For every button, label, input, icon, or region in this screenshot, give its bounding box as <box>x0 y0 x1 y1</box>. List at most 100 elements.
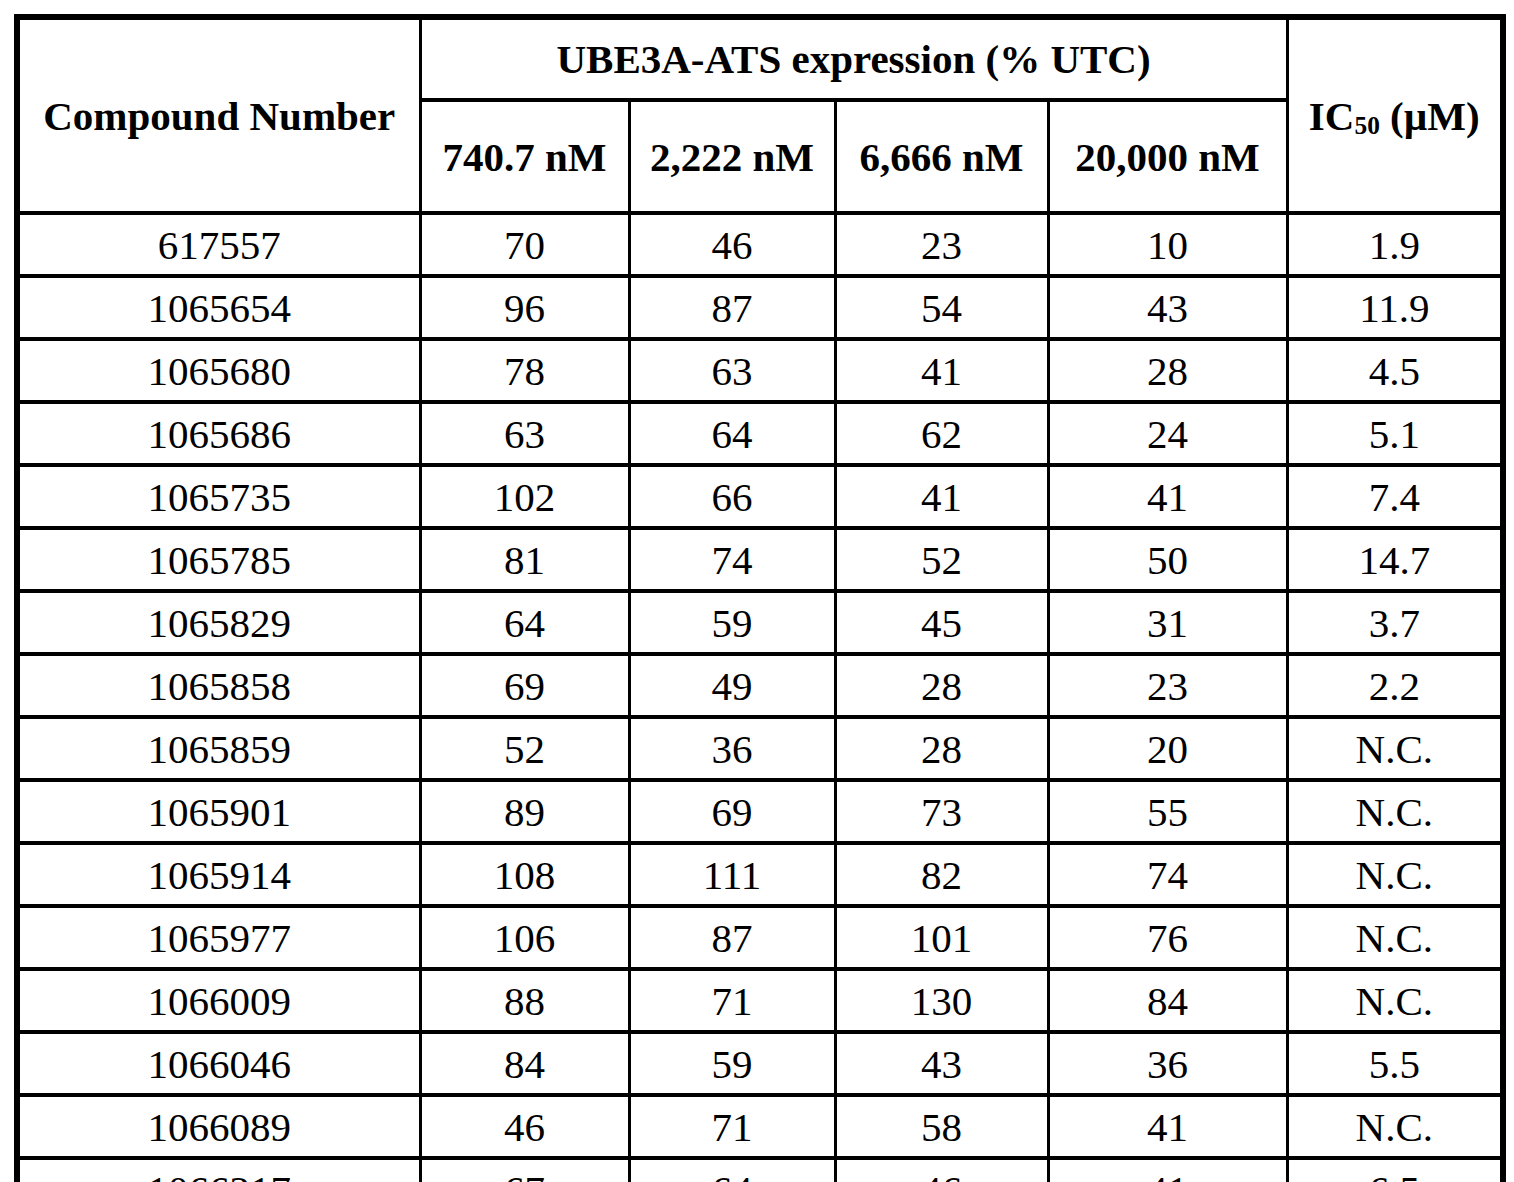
ic50-cell: 1.9 <box>1287 213 1503 276</box>
expression-740nm-cell: 52 <box>420 717 629 780</box>
compound-number-cell: 1065858 <box>17 654 420 717</box>
ic50-header-prefix: IC <box>1309 93 1355 139</box>
table-row: 106608946715841N.C. <box>17 1095 1503 1158</box>
ic50-cell: N.C. <box>1287 780 1503 843</box>
ic50-cell: 11.9 <box>1287 276 1503 339</box>
table-row: 10657858174525014.7 <box>17 528 1503 591</box>
compound-number-cell: 1065735 <box>17 465 420 528</box>
expression-740nm-cell: 89 <box>420 780 629 843</box>
expression-2222nm-cell: 71 <box>629 969 835 1032</box>
expression-2222nm-cell: 49 <box>629 654 835 717</box>
expression-740nm-cell: 81 <box>420 528 629 591</box>
expression-740nm-cell: 106 <box>420 906 629 969</box>
expression-740nm-cell: 67 <box>420 1158 629 1182</box>
compound-number-cell: 1065785 <box>17 528 420 591</box>
table-row: 106585952362820N.C. <box>17 717 1503 780</box>
ic50-header: IC50 (µM) <box>1287 17 1503 213</box>
expression-740nm-cell: 108 <box>420 843 629 906</box>
expression-6666nm-cell: 28 <box>835 654 1048 717</box>
expression-20000nm-cell: 20 <box>1048 717 1287 780</box>
expression-2222nm-cell: 36 <box>629 717 835 780</box>
expression-740nm-cell: 64 <box>420 591 629 654</box>
compound-number-cell: 617557 <box>17 213 420 276</box>
concentration-header-6666nm: 6,666 nM <box>835 100 1048 213</box>
compound-number-cell: 1066009 <box>17 969 420 1032</box>
expression-740nm-cell: 102 <box>420 465 629 528</box>
expression-740nm-cell: 88 <box>420 969 629 1032</box>
ic50-cell: 7.4 <box>1287 465 1503 528</box>
expression-740nm-cell: 96 <box>420 276 629 339</box>
expression-20000nm-cell: 84 <box>1048 969 1287 1032</box>
expression-6666nm-cell: 43 <box>835 1032 1048 1095</box>
table-row: 10657351026641417.4 <box>17 465 1503 528</box>
expression-2222nm-cell: 74 <box>629 528 835 591</box>
expression-20000nm-cell: 31 <box>1048 591 1287 654</box>
expression-20000nm-cell: 36 <box>1048 1032 1287 1095</box>
ic50-header-subscript: 50 <box>1354 111 1379 139</box>
compound-number-cell: 1065859 <box>17 717 420 780</box>
expression-6666nm-cell: 62 <box>835 402 1048 465</box>
expression-20000nm-cell: 23 <box>1048 654 1287 717</box>
table-row: 10656549687544311.9 <box>17 276 1503 339</box>
expression-2222nm-cell: 111 <box>629 843 835 906</box>
expression-20000nm-cell: 74 <box>1048 843 1287 906</box>
compound-number-cell: 1065654 <box>17 276 420 339</box>
expression-2222nm-cell: 63 <box>629 339 835 402</box>
expression-2222nm-cell: 46 <box>629 213 835 276</box>
concentration-header-740nm: 740.7 nM <box>420 100 629 213</box>
table-row: 1065686636462245.1 <box>17 402 1503 465</box>
ic50-cell: N.C. <box>1287 906 1503 969</box>
ic50-cell: N.C. <box>1287 969 1503 1032</box>
expression-740nm-cell: 69 <box>420 654 629 717</box>
expression-20000nm-cell: 41 <box>1048 465 1287 528</box>
ic50-header-suffix: (µM) <box>1380 93 1480 139</box>
ic50-cell: 5.5 <box>1287 1032 1503 1095</box>
compound-expression-table: Compound Number UBE3A-ATS expression (% … <box>14 14 1506 1182</box>
expression-740nm-cell: 70 <box>420 213 629 276</box>
table-row: 1066009887113084N.C. <box>17 969 1503 1032</box>
compound-number-cell: 1066046 <box>17 1032 420 1095</box>
ic50-cell: 2.2 <box>1287 654 1503 717</box>
compound-number-cell: 1065977 <box>17 906 420 969</box>
expression-2222nm-cell: 59 <box>629 591 835 654</box>
ic50-cell: 6.5 <box>1287 1158 1503 1182</box>
expression-20000nm-cell: 55 <box>1048 780 1287 843</box>
expression-6666nm-cell: 101 <box>835 906 1048 969</box>
expression-20000nm-cell: 50 <box>1048 528 1287 591</box>
expression-740nm-cell: 84 <box>420 1032 629 1095</box>
expression-6666nm-cell: 46 <box>835 1158 1048 1182</box>
table-row: 1066046845943365.5 <box>17 1032 1503 1095</box>
expression-group-header: UBE3A-ATS expression (% UTC) <box>420 17 1287 100</box>
expression-6666nm-cell: 41 <box>835 339 1048 402</box>
expression-20000nm-cell: 10 <box>1048 213 1287 276</box>
table-row: 1065858694928232.2 <box>17 654 1503 717</box>
expression-6666nm-cell: 82 <box>835 843 1048 906</box>
compound-number-cell: 1066217 <box>17 1158 420 1182</box>
expression-20000nm-cell: 41 <box>1048 1095 1287 1158</box>
expression-6666nm-cell: 54 <box>835 276 1048 339</box>
expression-20000nm-cell: 24 <box>1048 402 1287 465</box>
expression-2222nm-cell: 64 <box>629 1158 835 1182</box>
table-row: 106590189697355N.C. <box>17 780 1503 843</box>
expression-6666nm-cell: 58 <box>835 1095 1048 1158</box>
expression-20000nm-cell: 43 <box>1048 276 1287 339</box>
expression-2222nm-cell: 64 <box>629 402 835 465</box>
concentration-header-20000nm: 20,000 nM <box>1048 100 1287 213</box>
ic50-cell: 5.1 <box>1287 402 1503 465</box>
compound-number-cell: 1065686 <box>17 402 420 465</box>
concentration-header-2222nm: 2,222 nM <box>629 100 835 213</box>
ic50-cell: N.C. <box>1287 843 1503 906</box>
expression-2222nm-cell: 59 <box>629 1032 835 1095</box>
expression-6666nm-cell: 28 <box>835 717 1048 780</box>
compound-number-cell: 1066089 <box>17 1095 420 1158</box>
table-row: 1066217676446416.5 <box>17 1158 1503 1182</box>
compound-number-cell: 1065680 <box>17 339 420 402</box>
expression-20000nm-cell: 28 <box>1048 339 1287 402</box>
compound-number-cell: 1065829 <box>17 591 420 654</box>
group-header-row: Compound Number UBE3A-ATS expression (% … <box>17 17 1503 100</box>
expression-2222nm-cell: 71 <box>629 1095 835 1158</box>
expression-2222nm-cell: 87 <box>629 906 835 969</box>
compound-number-cell: 1065914 <box>17 843 420 906</box>
expression-6666nm-cell: 73 <box>835 780 1048 843</box>
ic50-cell: 14.7 <box>1287 528 1503 591</box>
